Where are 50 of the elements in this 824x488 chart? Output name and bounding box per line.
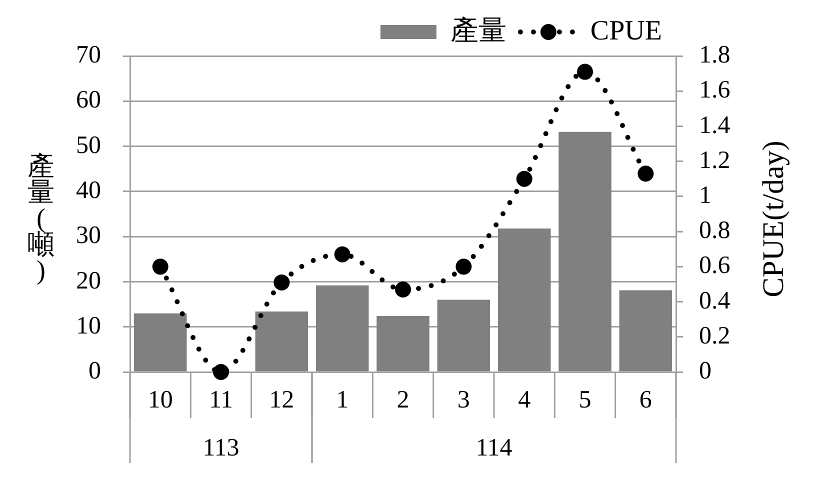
y2-tick-label: 1 <box>699 182 712 210</box>
x-tick-label: 5 <box>578 386 592 414</box>
y2-tick-label: 0 <box>699 358 712 385</box>
y-tick-label: 40 <box>76 176 101 204</box>
bar <box>255 312 308 372</box>
point <box>516 170 532 187</box>
x-tick-label: 1 <box>336 386 349 414</box>
y2-tick-label: 1.2 <box>699 146 730 174</box>
x-tick-label: 4 <box>518 386 532 414</box>
x-tick-label: 12 <box>269 386 294 414</box>
bar <box>558 132 612 372</box>
y2-tick-label: 0.8 <box>699 217 730 244</box>
point <box>577 64 593 80</box>
point <box>638 166 654 182</box>
bar <box>316 285 369 372</box>
x-tick-label: 3 <box>457 386 470 414</box>
text: 114 <box>476 434 513 462</box>
x-tick-label: 2 <box>396 386 410 414</box>
point <box>152 258 168 275</box>
x-tick-label: 11 <box>208 386 234 414</box>
y-tick-label: 20 <box>76 267 101 294</box>
bar <box>376 316 430 372</box>
bar <box>619 290 672 372</box>
y-axis-title: 產量(噸) <box>26 151 56 285</box>
bar <box>498 228 551 372</box>
bar <box>437 300 490 372</box>
point <box>456 258 472 275</box>
legend-label: CPUE <box>590 15 662 46</box>
point <box>395 281 411 298</box>
y2-tick-label: 1.8 <box>699 42 730 69</box>
y-tick-label: 30 <box>76 222 101 250</box>
legend-label: 產量 <box>450 15 506 46</box>
y2-tick-label: 1.6 <box>699 76 730 104</box>
y2-tick-label: 0.6 <box>699 252 730 280</box>
bar <box>134 313 187 372</box>
y-tick-label: 60 <box>76 86 101 114</box>
y-tick-label: 10 <box>76 312 101 340</box>
point <box>213 364 229 380</box>
point <box>274 274 290 290</box>
y2-axis-title: CPUE(t/day) <box>756 140 790 298</box>
y-tick-label: 70 <box>76 42 101 69</box>
y-tick-label: 0 <box>88 358 101 385</box>
y-tick-label: 50 <box>76 132 101 159</box>
y2-tick-label: 0.4 <box>699 287 731 314</box>
y2-tick-label: 1.4 <box>699 112 731 139</box>
y2-tick-label: 0.2 <box>699 322 730 350</box>
x-tick-label: 6 <box>639 386 652 414</box>
x-tick-label: 10 <box>148 386 173 414</box>
point <box>334 246 350 262</box>
text: 113 <box>202 434 240 462</box>
